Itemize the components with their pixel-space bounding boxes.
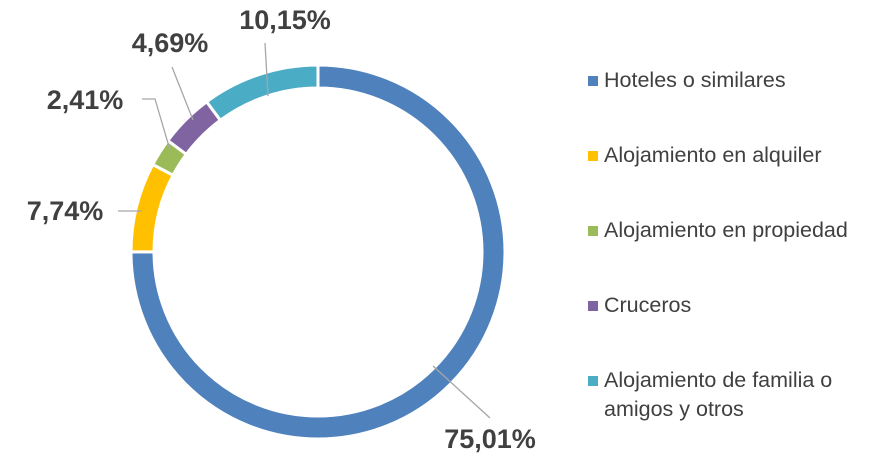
- legend-swatch: [588, 151, 598, 161]
- legend-swatch: [588, 301, 598, 311]
- leader-line: [432, 365, 491, 419]
- legend-item: Alojamiento en alquiler: [588, 141, 850, 170]
- data-label: 75,01%: [444, 424, 536, 454]
- data-label: 2,41%: [47, 85, 124, 115]
- donut-segment: [204, 63, 320, 123]
- legend-label: Cruceros: [604, 293, 692, 317]
- leader-line: [171, 66, 194, 121]
- legend-swatch: [588, 226, 598, 236]
- data-label: 7,74%: [27, 196, 104, 226]
- legend-label: Alojamiento en propiedad: [604, 218, 848, 242]
- legend-item: Alojamiento en propiedad: [588, 216, 850, 245]
- legend-label: Alojamiento en alquiler: [604, 143, 822, 167]
- data-label: 10,15%: [239, 5, 331, 35]
- data-label: 4,69%: [132, 28, 209, 58]
- donut-segment: [129, 63, 507, 441]
- legend-item: Cruceros: [588, 291, 850, 320]
- donut-segment: [129, 162, 176, 254]
- leader-line: [264, 42, 269, 97]
- leader-line: [142, 98, 171, 151]
- legend-label: Alojamiento de familia o amigos y otros: [604, 368, 833, 421]
- legend-swatch: [588, 376, 598, 386]
- legend-swatch: [588, 76, 598, 86]
- legend-label: Hoteles o similares: [604, 68, 786, 92]
- legend-item: Hoteles o similares: [588, 66, 850, 95]
- legend-item: Alojamiento de familia o amigos y otros: [588, 366, 850, 424]
